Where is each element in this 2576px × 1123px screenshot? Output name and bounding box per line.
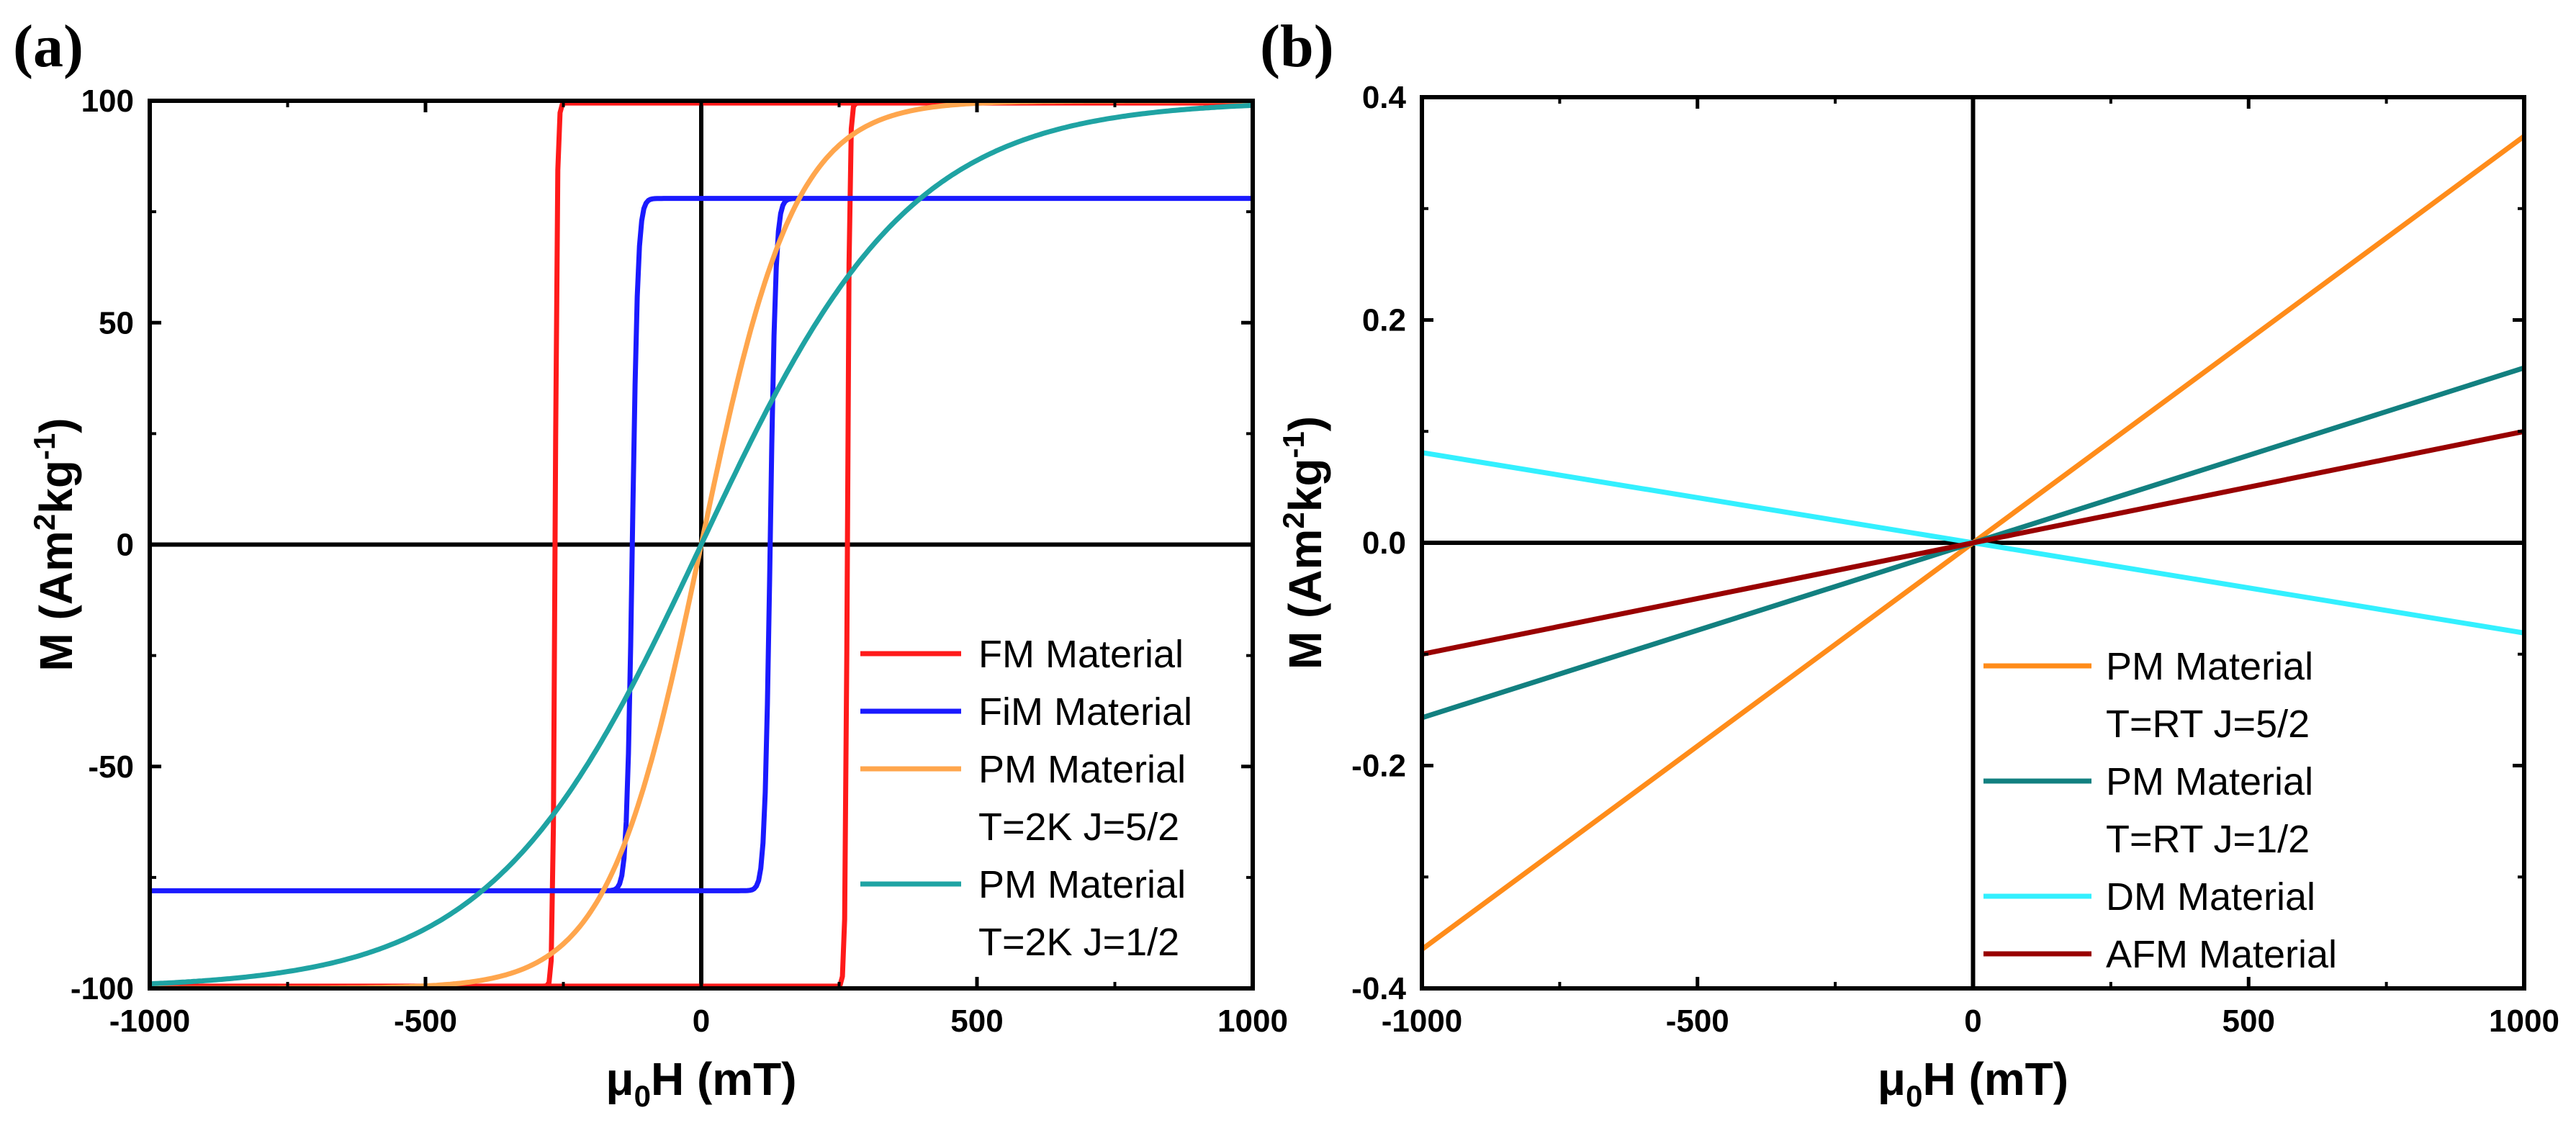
x-tick-label: 500 bbox=[950, 1004, 1003, 1039]
y-axis-label-sup1: 2 bbox=[27, 514, 61, 531]
y-tick-label: -100 bbox=[71, 971, 134, 1006]
legend-label: DM Material bbox=[2106, 875, 2315, 919]
y-tick-label: -50 bbox=[88, 749, 134, 785]
y-tick-label: 0.2 bbox=[1362, 303, 1406, 338]
y-axis-label-post: ) bbox=[30, 418, 82, 433]
legend-label: T=2K J=5/2 bbox=[978, 806, 1179, 849]
legend-label: PM Material bbox=[2106, 645, 2313, 688]
y-tick-label: -0.4 bbox=[1351, 971, 1406, 1006]
x-axis-label: μ0H (mT) bbox=[1878, 1053, 2068, 1113]
legend-label: T=RT J=1/2 bbox=[2106, 818, 2310, 861]
x-axis-label-sub: 0 bbox=[634, 1079, 651, 1113]
legend: PM Material T=RT J=5/2 PM Material T=RT J=1… bbox=[1983, 645, 2337, 976]
y-axis-label-post: ) bbox=[1279, 416, 1331, 431]
legend-label: PM Material bbox=[978, 863, 1186, 906]
x-tick-label: 500 bbox=[2223, 1004, 2275, 1039]
y-axis-label: M (Am2kg-1) bbox=[27, 418, 82, 671]
legend-label: AFM Material bbox=[2106, 933, 2337, 976]
x-axis-label-sub: 0 bbox=[1906, 1079, 1922, 1113]
y-tick-label: 0.0 bbox=[1362, 526, 1406, 561]
y-axis-label-pre: M (Am bbox=[30, 531, 82, 672]
series-line-1 bbox=[150, 101, 1253, 988]
y-axis-label: M (Am2kg-1) bbox=[1276, 416, 1331, 669]
y-tick-label: 50 bbox=[99, 305, 134, 340]
panel-label: (a) bbox=[13, 13, 84, 80]
panel-label: (b) bbox=[1260, 13, 1334, 80]
x-axis-label-suffix: H (mT) bbox=[1922, 1053, 2068, 1105]
legend-label: PM Material bbox=[978, 748, 1186, 791]
x-axis-label-suffix: H (mT) bbox=[651, 1053, 797, 1105]
x-tick-label: -1000 bbox=[1382, 1004, 1463, 1039]
x-tick-label: -500 bbox=[1666, 1004, 1729, 1039]
legend-label: T=RT J=5/2 bbox=[2106, 703, 2310, 746]
x-tick-label: -500 bbox=[394, 1004, 457, 1039]
y-axis-label-mid: kg bbox=[1279, 459, 1331, 513]
y-tick-label: -0.2 bbox=[1351, 749, 1406, 784]
x-axis-label-prefix: μ bbox=[605, 1053, 634, 1105]
legend-label: T=2K J=1/2 bbox=[978, 921, 1179, 964]
series-line-2 bbox=[150, 196, 1253, 893]
legend-label: FiM Material bbox=[978, 690, 1192, 734]
x-tick-label: -1000 bbox=[109, 1004, 191, 1039]
y-tick-label: 0 bbox=[117, 528, 134, 563]
x-tick-label: 0 bbox=[1964, 1004, 1981, 1039]
x-tick-label: 1000 bbox=[2489, 1004, 2559, 1039]
x-tick-label: 1000 bbox=[1217, 1004, 1288, 1039]
x-axis-label: μ0H (mT) bbox=[605, 1053, 796, 1113]
x-axis-label-prefix: μ bbox=[1878, 1053, 1906, 1105]
legend-label: FM Material bbox=[978, 633, 1184, 676]
y-tick-label: 0.4 bbox=[1362, 80, 1407, 115]
series-line-4 bbox=[150, 102, 1253, 987]
series-group bbox=[1422, 134, 2524, 952]
y-axis-label-sup2: -1 bbox=[27, 433, 61, 460]
y-axis-label-mid: kg bbox=[30, 460, 82, 514]
y-tick-label: 100 bbox=[81, 84, 134, 119]
legend: FM Material FiM Material PM Material T=2K J… bbox=[860, 633, 1192, 964]
legend-label: PM Material bbox=[2106, 760, 2313, 803]
y-axis-label-sup1: 2 bbox=[1276, 512, 1310, 528]
y-axis-label-pre: M (Am bbox=[1279, 529, 1331, 670]
y-axis-label-sup2: -1 bbox=[1276, 431, 1310, 458]
x-tick-label: 0 bbox=[693, 1004, 710, 1039]
panel-b: (b)-1000 -500 0 500 1000-0.4-0.20.00.20.4μ0H… bbox=[1260, 13, 2559, 1113]
series-line-4 bbox=[1422, 428, 2524, 657]
